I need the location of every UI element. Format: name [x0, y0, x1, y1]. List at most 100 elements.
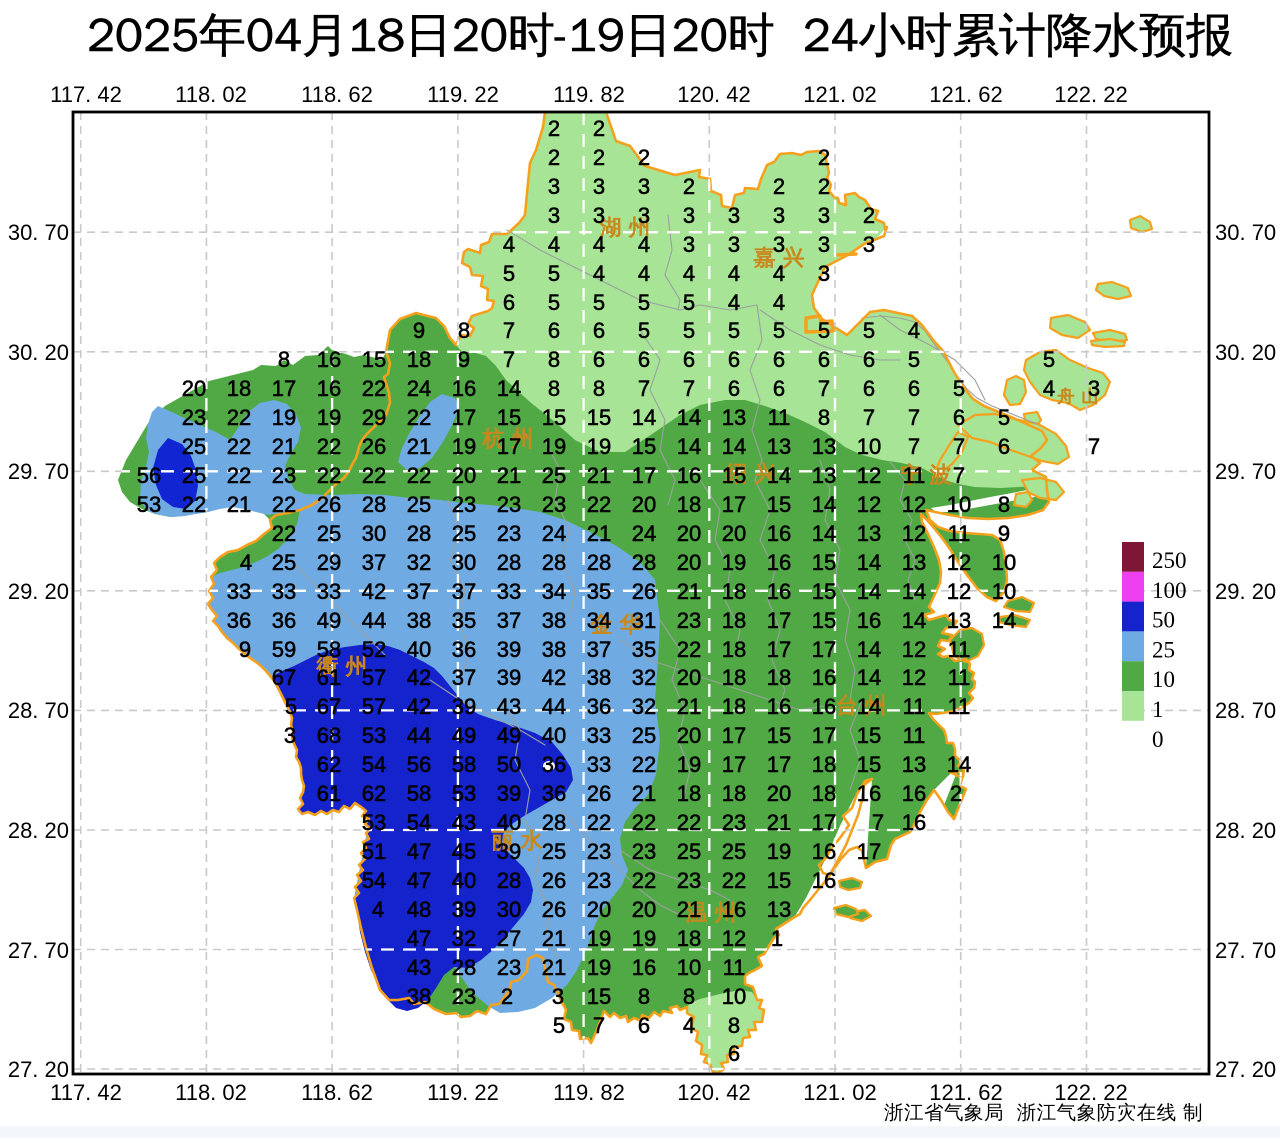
- svg-text:16: 16: [812, 665, 836, 690]
- svg-text:29. 20: 29. 20: [1215, 579, 1276, 604]
- svg-text:30. 70: 30. 70: [8, 220, 69, 245]
- svg-text:7: 7: [503, 347, 515, 372]
- svg-text:24: 24: [542, 521, 566, 546]
- svg-text:2: 2: [773, 174, 785, 199]
- svg-text:38: 38: [407, 608, 431, 633]
- svg-text:12: 12: [857, 492, 881, 517]
- svg-text:17: 17: [767, 752, 791, 777]
- svg-text:32: 32: [632, 694, 656, 719]
- svg-text:3: 3: [548, 174, 560, 199]
- svg-text:15: 15: [812, 579, 836, 604]
- svg-text:5: 5: [638, 318, 650, 343]
- svg-text:18: 18: [767, 665, 791, 690]
- svg-text:14: 14: [767, 463, 791, 488]
- svg-text:14: 14: [677, 434, 701, 459]
- svg-text:12: 12: [947, 579, 971, 604]
- svg-text:53: 53: [362, 810, 386, 835]
- svg-text:18: 18: [227, 376, 251, 401]
- svg-text:12: 12: [902, 637, 926, 662]
- svg-text:19: 19: [542, 434, 566, 459]
- svg-text:32: 32: [632, 665, 656, 690]
- svg-text:3: 3: [593, 174, 605, 199]
- svg-text:8: 8: [458, 318, 470, 343]
- svg-text:21: 21: [542, 926, 566, 951]
- svg-text:5: 5: [553, 1013, 565, 1038]
- svg-text:58: 58: [407, 781, 431, 806]
- svg-text:19: 19: [722, 550, 746, 575]
- svg-text:58: 58: [317, 637, 341, 662]
- svg-text:28. 20: 28. 20: [1215, 818, 1276, 843]
- svg-text:13: 13: [812, 463, 836, 488]
- svg-text:17: 17: [812, 637, 836, 662]
- svg-text:20: 20: [182, 376, 206, 401]
- svg-text:37: 37: [587, 637, 611, 662]
- svg-text:28: 28: [542, 550, 566, 575]
- svg-text:15: 15: [587, 405, 611, 430]
- svg-text:21: 21: [767, 810, 791, 835]
- svg-text:30. 20: 30. 20: [8, 340, 69, 365]
- svg-text:62: 62: [317, 752, 341, 777]
- svg-text:21: 21: [272, 434, 296, 459]
- svg-text:15: 15: [587, 984, 611, 1009]
- svg-text:18: 18: [677, 926, 701, 951]
- svg-text:3: 3: [593, 203, 605, 228]
- svg-text:61: 61: [317, 781, 341, 806]
- svg-text:2: 2: [818, 145, 830, 170]
- svg-text:24: 24: [407, 376, 431, 401]
- svg-text:56: 56: [137, 463, 161, 488]
- svg-text:5: 5: [728, 318, 740, 343]
- svg-text:17: 17: [812, 810, 836, 835]
- svg-text:28: 28: [632, 550, 656, 575]
- svg-text:22: 22: [272, 492, 296, 517]
- svg-text:5: 5: [818, 318, 830, 343]
- svg-text:9: 9: [458, 347, 470, 372]
- svg-text:14: 14: [632, 405, 656, 430]
- svg-text:5: 5: [638, 290, 650, 315]
- svg-text:18: 18: [677, 781, 701, 806]
- svg-text:17: 17: [722, 492, 746, 517]
- svg-text:17: 17: [812, 723, 836, 748]
- svg-text:26: 26: [587, 781, 611, 806]
- svg-text:39: 39: [497, 637, 521, 662]
- svg-text:23: 23: [677, 868, 701, 893]
- svg-text:23: 23: [452, 984, 476, 1009]
- svg-text:43: 43: [452, 810, 476, 835]
- svg-text:9: 9: [998, 521, 1010, 546]
- svg-text:11: 11: [948, 694, 971, 719]
- svg-text:8: 8: [638, 984, 650, 1009]
- svg-text:26: 26: [362, 434, 386, 459]
- svg-text:17: 17: [767, 608, 791, 633]
- svg-text:10: 10: [992, 550, 1016, 575]
- svg-text:25: 25: [272, 550, 296, 575]
- svg-text:5: 5: [683, 290, 695, 315]
- svg-text:44: 44: [407, 723, 431, 748]
- svg-text:100: 100: [1152, 578, 1187, 603]
- svg-text:9: 9: [239, 637, 251, 662]
- svg-text:1: 1: [771, 926, 783, 951]
- svg-text:29: 29: [317, 550, 341, 575]
- svg-text:6: 6: [503, 290, 515, 315]
- svg-text:22: 22: [227, 405, 251, 430]
- svg-text:8: 8: [683, 984, 695, 1009]
- svg-text:23: 23: [272, 463, 296, 488]
- svg-text:5: 5: [998, 405, 1010, 430]
- svg-text:6: 6: [593, 318, 605, 343]
- svg-text:67: 67: [272, 665, 296, 690]
- svg-text:8: 8: [278, 347, 290, 372]
- svg-text:24: 24: [632, 521, 656, 546]
- svg-text:17: 17: [632, 463, 656, 488]
- svg-text:32: 32: [407, 550, 431, 575]
- svg-text:6: 6: [998, 434, 1010, 459]
- svg-text:8: 8: [548, 347, 560, 372]
- svg-text:5: 5: [285, 694, 297, 719]
- svg-text:22: 22: [362, 376, 386, 401]
- svg-text:50: 50: [497, 752, 521, 777]
- svg-text:19: 19: [632, 926, 656, 951]
- svg-text:37: 37: [497, 608, 521, 633]
- svg-text:119. 82: 119. 82: [553, 1080, 625, 1105]
- svg-text:4: 4: [372, 897, 384, 922]
- svg-text:3: 3: [638, 174, 650, 199]
- svg-text:28: 28: [497, 868, 521, 893]
- svg-text:14: 14: [947, 752, 971, 777]
- svg-text:121. 02: 121. 02: [803, 82, 876, 107]
